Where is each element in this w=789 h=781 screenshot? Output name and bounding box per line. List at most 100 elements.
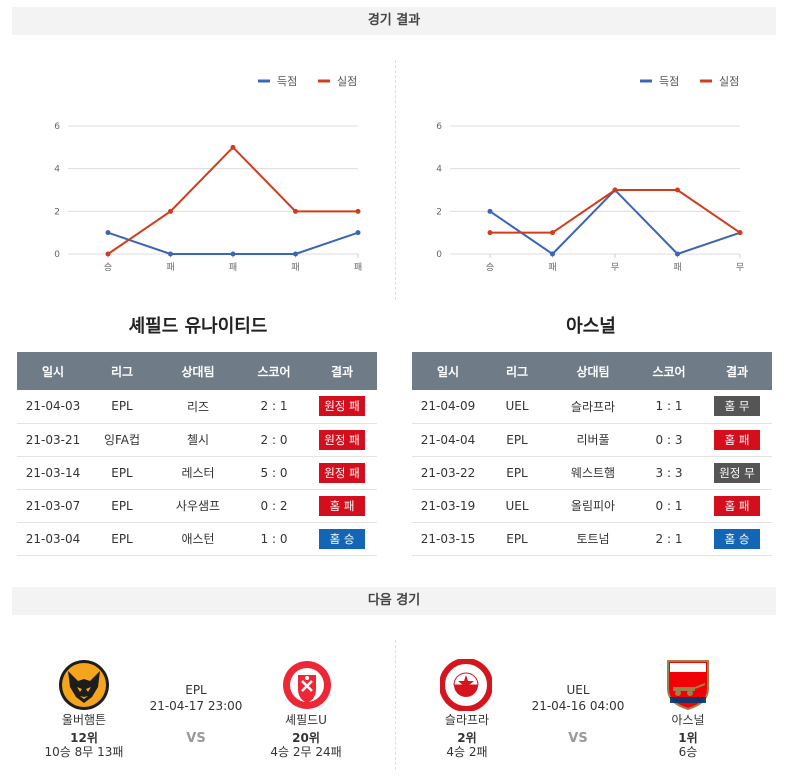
opponent-name: 첼시 bbox=[155, 423, 241, 457]
match-date: 21-03-22 bbox=[412, 456, 484, 490]
match-time: 21-04-16 04:00 bbox=[531, 699, 625, 713]
x-tick-label: 승 bbox=[486, 262, 494, 273]
sheffield-logo-icon bbox=[283, 661, 331, 709]
opponent-name: 레스터 bbox=[155, 456, 241, 490]
header-result: 결과 bbox=[702, 352, 772, 390]
left-team-title: 셰필드 유나이티드 bbox=[128, 316, 268, 337]
data-point bbox=[550, 230, 555, 236]
match-league: EPL bbox=[89, 522, 155, 556]
slavia-logo-icon bbox=[440, 659, 492, 711]
opponent-name: 리버풀 bbox=[550, 423, 636, 457]
data-point bbox=[230, 251, 236, 257]
match-league: EPL bbox=[89, 456, 155, 490]
data-point bbox=[105, 230, 111, 236]
match-result-cell: 홈 패 bbox=[307, 489, 377, 523]
home-team-name: 울버햄튼 bbox=[61, 713, 107, 727]
away-team-record: 6승 bbox=[678, 745, 698, 759]
result-badge: 원정 패 bbox=[319, 462, 365, 483]
match-league: EPL bbox=[89, 390, 155, 424]
section-divider bbox=[395, 60, 396, 300]
match-result-cell: 홈 무 bbox=[702, 390, 772, 424]
header-date: 일시 bbox=[17, 352, 89, 390]
x-tick-label: 패 bbox=[673, 262, 681, 273]
table-row: 21-03-22 EPL 웨스트햄 3 : 3 원정 무 bbox=[412, 456, 772, 490]
legend-scored-label: 득점 bbox=[277, 75, 297, 88]
data-point bbox=[675, 187, 680, 193]
result-badge: 원정 무 bbox=[714, 462, 760, 483]
result-badge: 홈 승 bbox=[319, 528, 365, 549]
table-header-row: 일시 리그 상대팀 스코어 결과 bbox=[17, 352, 377, 390]
header-score: 스코어 bbox=[241, 352, 307, 390]
data-point bbox=[293, 208, 298, 214]
match-result-cell: 원정 패 bbox=[307, 456, 377, 490]
match-score: 2 : 1 bbox=[636, 522, 702, 556]
match-score: 1 : 1 bbox=[636, 390, 702, 424]
away-team-rank: 20위 bbox=[292, 731, 320, 745]
match-league: UEL bbox=[484, 489, 550, 523]
match-result-cell: 홈 패 bbox=[702, 423, 772, 457]
match-score: 2 : 0 bbox=[241, 423, 307, 457]
match-score: 2 : 1 bbox=[241, 390, 307, 424]
header-league: 리그 bbox=[484, 352, 550, 390]
away-team-name: 아스널 bbox=[671, 713, 705, 727]
right-chart-svg: 0 2 4 6 승 패 무 패 무 득점 실점 bbox=[436, 75, 744, 273]
table-row: 21-04-03 EPL 리즈 2 : 1 원정 패 bbox=[17, 390, 377, 424]
opponent-name: 올림피아 bbox=[550, 489, 636, 523]
match-date: 21-03-14 bbox=[17, 456, 89, 490]
match-date: 21-04-04 bbox=[412, 423, 484, 457]
opponent-name: 리즈 bbox=[155, 390, 241, 424]
match-date: 21-03-21 bbox=[17, 423, 89, 457]
match-score: 0 : 2 bbox=[241, 489, 307, 523]
match-league: EPL bbox=[484, 456, 550, 490]
right-team-title: 아스널 bbox=[566, 316, 616, 337]
data-point bbox=[168, 208, 173, 214]
data-point bbox=[550, 251, 555, 257]
table-row: 21-03-15 EPL 토트넘 2 : 1 홈 승 bbox=[412, 522, 772, 556]
result-badge: 원정 패 bbox=[319, 396, 365, 417]
data-point bbox=[293, 251, 298, 257]
left-chart-svg: 0 2 4 6 승 패 패 패 패 득점 실점 bbox=[54, 75, 362, 273]
result-badge: 홈 패 bbox=[319, 495, 365, 516]
y-tick-label: 4 bbox=[436, 165, 442, 175]
opponent-name: 토트넘 bbox=[550, 522, 636, 556]
results-section-title: 경기 결과 bbox=[12, 7, 776, 35]
away-team-name: 셰필드U bbox=[285, 713, 327, 727]
x-tick-label: 무 bbox=[611, 262, 619, 273]
x-tick-label: 승 bbox=[104, 262, 112, 273]
match-league: 잉FA컵 bbox=[89, 423, 155, 457]
table-row: 21-03-21 잉FA컵 첼시 2 : 0 원정 패 bbox=[17, 423, 377, 457]
match-result-cell: 홈 패 bbox=[702, 489, 772, 523]
match-result-cell: 홈 승 bbox=[307, 522, 377, 556]
data-point bbox=[737, 230, 743, 236]
data-point bbox=[230, 144, 236, 150]
series-line-conceded bbox=[107, 145, 358, 255]
match-date: 21-03-04 bbox=[17, 522, 89, 556]
right-team-chart: 0 2 4 6 승 패 무 패 무 득점 실점 bbox=[405, 60, 785, 285]
left-team-chart: 0 2 4 6 승 패 패 패 패 득점 실점 bbox=[10, 60, 390, 285]
header-score: 스코어 bbox=[636, 352, 702, 390]
match-date: 21-04-03 bbox=[17, 390, 89, 424]
header-result: 결과 bbox=[307, 352, 377, 390]
match-score: 1 : 0 bbox=[241, 522, 307, 556]
result-badge: 홈 승 bbox=[714, 528, 760, 549]
series-line-scored bbox=[489, 188, 741, 256]
x-tick-label: 패 bbox=[354, 262, 362, 273]
legend-scored-label: 득점 bbox=[659, 75, 679, 88]
y-tick-label: 0 bbox=[54, 250, 60, 260]
table-row: 21-03-14 EPL 레스터 5 : 0 원정 패 bbox=[17, 456, 377, 490]
home-team-rank: 12위 bbox=[70, 731, 98, 745]
legend-conceded-label: 실점 bbox=[719, 75, 739, 88]
home-team-rank: 2위 bbox=[457, 731, 477, 745]
opponent-name: 애스턴 bbox=[155, 522, 241, 556]
table-row: 21-04-09 UEL 슬라프라 1 : 1 홈 무 bbox=[412, 390, 772, 424]
match-date: 21-03-07 bbox=[17, 489, 89, 523]
home-team-name: 슬라프라 bbox=[444, 713, 490, 727]
legend-conceded-label: 실점 bbox=[337, 75, 357, 88]
y-tick-label: 0 bbox=[436, 250, 442, 260]
result-badge: 홈 무 bbox=[714, 396, 760, 417]
opponent-name: 사우샘프 bbox=[155, 489, 241, 523]
header-opponent: 상대팀 bbox=[155, 352, 241, 390]
table-row: 21-04-04 EPL 리버풀 0 : 3 홈 패 bbox=[412, 423, 772, 457]
home-team-record: 10승 8무 13패 bbox=[44, 745, 124, 759]
